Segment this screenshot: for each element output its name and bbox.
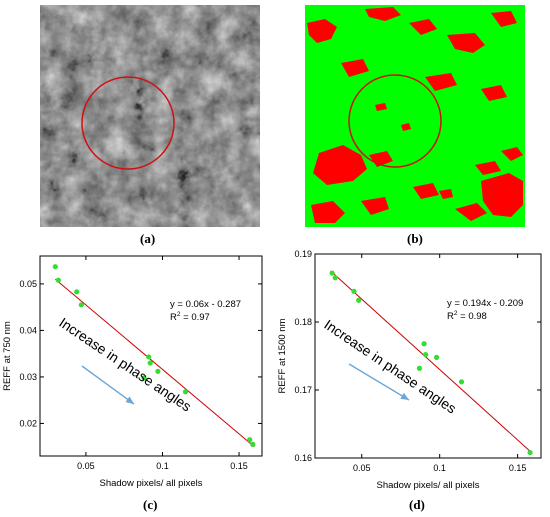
data-point xyxy=(527,449,533,456)
y-axis-label: REFF at 1500 nm xyxy=(277,318,288,393)
data-point xyxy=(351,288,357,294)
data-point xyxy=(423,352,429,358)
data-point xyxy=(155,368,161,374)
data-point xyxy=(329,270,335,276)
panel-a-circle xyxy=(81,76,175,170)
data-point xyxy=(182,389,189,395)
data-point xyxy=(147,360,153,366)
y-tick-label: 0.05 xyxy=(19,279,37,289)
r-squared-label: R2 = 0.98 xyxy=(447,310,487,322)
equation-label: y = 0.194x - 0.209 xyxy=(447,298,523,309)
phase-angle-arrow xyxy=(348,363,410,401)
data-point xyxy=(250,441,256,447)
y-tick-label: 0.17 xyxy=(294,385,312,395)
y-tick-label: 0.03 xyxy=(19,372,37,382)
panel-a-graphic xyxy=(40,5,260,227)
panel-b-image xyxy=(305,5,525,227)
x-tick-label: 0.1 xyxy=(433,463,446,473)
x-axis-label: Shadow pixels/ all pixels xyxy=(377,480,480,491)
data-point xyxy=(141,375,147,381)
equation-label: y = 0.06x - 0.287 xyxy=(170,299,241,310)
fit-line xyxy=(330,270,531,452)
data-point xyxy=(458,379,465,385)
y-tick-label: 0.04 xyxy=(19,325,37,335)
caption-b: (b) xyxy=(407,231,423,246)
data-point xyxy=(52,264,58,270)
r-squared-superscript: 2 xyxy=(177,311,181,318)
y-axis-label: REFF at 750 nm xyxy=(2,321,13,391)
y-tick-label: 0.19 xyxy=(294,249,312,259)
panel-a-image xyxy=(40,5,260,227)
x-axis-label: Shadow pixels/ all pixels xyxy=(100,478,203,489)
data-point xyxy=(421,341,427,347)
panel-b-circle xyxy=(348,74,442,168)
phase-angle-arrow xyxy=(81,365,135,405)
caption-a: (a) xyxy=(140,231,156,246)
r-squared-symbol: R xyxy=(170,312,177,323)
data-point xyxy=(247,437,253,443)
phase-angle-arrowhead xyxy=(400,392,409,400)
x-tick-label: 0.05 xyxy=(353,463,371,473)
r-squared-value: = 0.97 xyxy=(181,312,210,323)
y-tick-label: 0.16 xyxy=(294,453,312,463)
data-point xyxy=(433,354,440,360)
data-point xyxy=(416,365,423,371)
r-squared-label: R2 = 0.97 xyxy=(170,311,210,323)
data-point xyxy=(74,289,80,295)
r-squared-symbol: R xyxy=(447,311,454,322)
caption-c: (c) xyxy=(143,497,158,512)
data-point xyxy=(356,297,362,303)
y-tick-label: 0.02 xyxy=(19,418,37,428)
phase-angle-arrowhead xyxy=(125,396,134,404)
x-tick-label: 0.1 xyxy=(156,461,169,471)
data-point xyxy=(146,354,152,360)
y-tick-label: 0.18 xyxy=(294,317,312,327)
x-tick-label: 0.05 xyxy=(77,461,95,471)
r-squared-value: = 0.98 xyxy=(458,311,487,322)
chart-d: 0.05 0.1 0.15 0.16 0.17 0.18 0.19 Shadow pixels… xyxy=(277,249,542,491)
x-tick-label: 0.15 xyxy=(230,461,248,471)
panel-b-graphic xyxy=(307,7,523,223)
chart-c: 0.05 0.1 0.15 0.02 0.03 0.04 0.05 Shadow pixels… xyxy=(2,255,263,489)
caption-d: (d) xyxy=(409,497,425,512)
data-point xyxy=(78,302,84,308)
x-tick-label: 0.15 xyxy=(509,463,527,473)
data-point xyxy=(55,277,61,283)
data-point xyxy=(332,275,338,281)
fit-line xyxy=(54,278,255,448)
r-squared-superscript: 2 xyxy=(454,310,458,317)
plot-frame xyxy=(314,253,542,459)
panel-b-shadow-regions xyxy=(307,7,523,223)
